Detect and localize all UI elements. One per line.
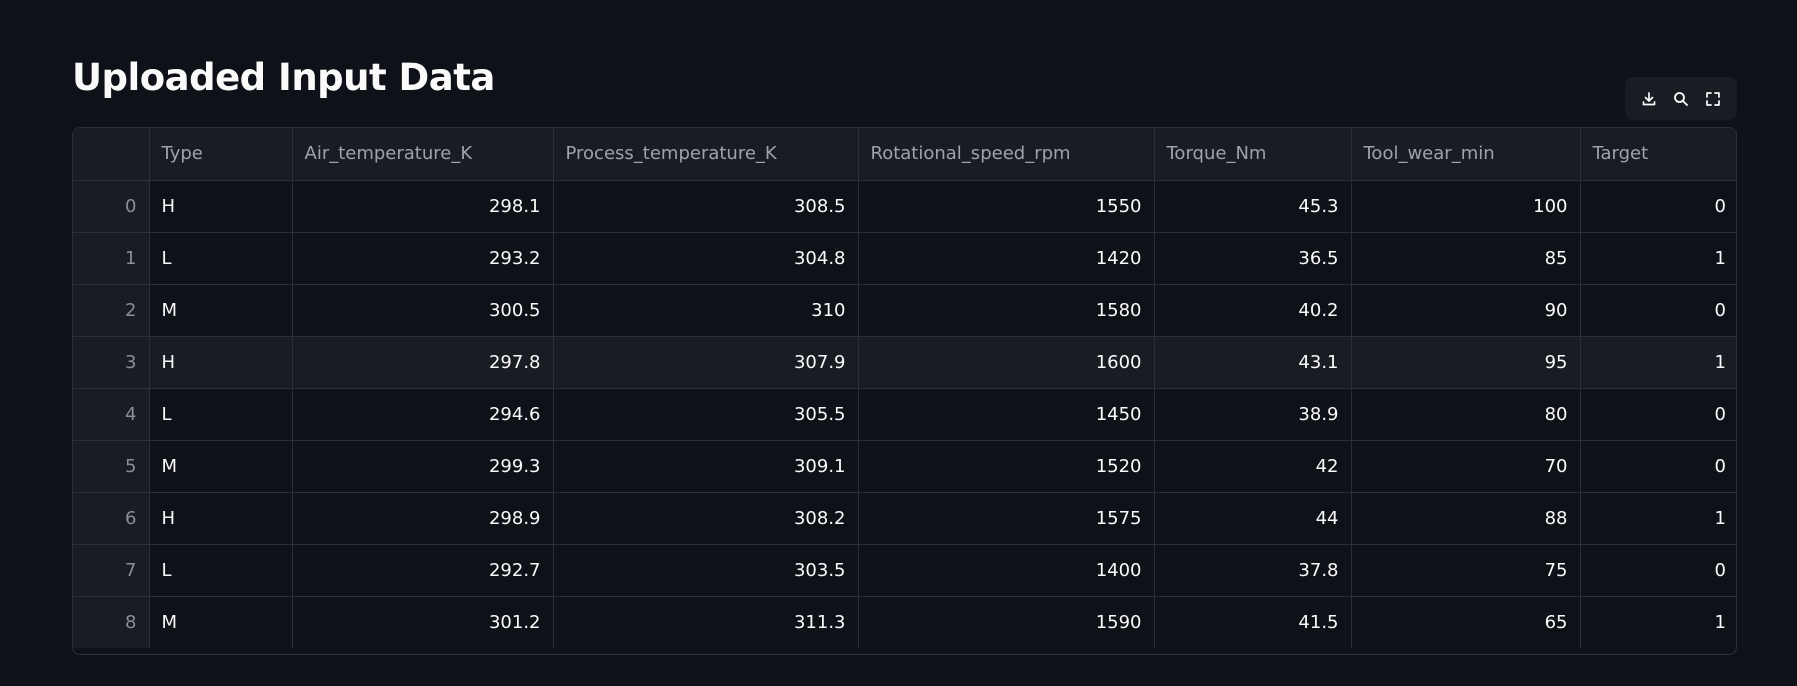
- cell-torque[interactable]: 42: [1154, 440, 1352, 493]
- column-header-type[interactable]: Type: [149, 128, 293, 181]
- fullscreen-button[interactable]: [1699, 85, 1727, 113]
- table-row[interactable]: 7 L 292.7 303.5 1400 37.8 75 0: [73, 544, 1736, 597]
- cell-torque[interactable]: 44: [1154, 492, 1352, 545]
- cell-air-temperature[interactable]: 297.8: [292, 336, 554, 389]
- cell-air-temperature[interactable]: 298.9: [292, 492, 554, 545]
- table-row[interactable]: 6 H 298.9 308.2 1575 44 88 1: [73, 492, 1736, 545]
- search-icon: [1674, 91, 1688, 106]
- cell-air-temperature[interactable]: 300.5: [292, 284, 554, 337]
- cell-rotational-speed[interactable]: 1575: [858, 492, 1155, 545]
- row-index: 2: [73, 284, 150, 337]
- cell-rotational-speed[interactable]: 1580: [858, 284, 1155, 337]
- cell-process-temperature[interactable]: 311.3: [553, 596, 859, 648]
- table-row[interactable]: 5 M 299.3 309.1 1520 42 70 0: [73, 440, 1736, 493]
- table-row[interactable]: 3 H 297.8 307.9 1600 43.1 95 1: [73, 336, 1736, 389]
- column-header-torque[interactable]: Torque_Nm: [1154, 128, 1352, 181]
- download-icon: [1642, 91, 1656, 105]
- row-index: 0: [73, 180, 150, 233]
- cell-rotational-speed[interactable]: 1450: [858, 388, 1155, 441]
- cell-process-temperature[interactable]: 304.8: [553, 232, 859, 285]
- column-header-tool-wear[interactable]: Tool_wear_min: [1351, 128, 1581, 181]
- cell-torque[interactable]: 38.9: [1154, 388, 1352, 441]
- cell-type[interactable]: H: [149, 492, 293, 545]
- table-row[interactable]: 4 L 294.6 305.5 1450 38.9 80 0: [73, 388, 1736, 441]
- cell-air-temperature[interactable]: 301.2: [292, 596, 554, 648]
- cell-type[interactable]: L: [149, 232, 293, 285]
- cell-process-temperature[interactable]: 307.9: [553, 336, 859, 389]
- cell-tool-wear[interactable]: 100: [1351, 180, 1581, 233]
- table-header-row: Type Air_temperature_K Process_temperatu…: [73, 128, 1736, 181]
- table-row[interactable]: 0 H 298.1 308.5 1550 45.3 100 0: [73, 180, 1736, 233]
- cell-tool-wear[interactable]: 80: [1351, 388, 1581, 441]
- row-index: 8: [73, 596, 150, 648]
- cell-torque[interactable]: 41.5: [1154, 596, 1352, 648]
- cell-air-temperature[interactable]: 293.2: [292, 232, 554, 285]
- cell-type[interactable]: M: [149, 284, 293, 337]
- cell-process-temperature[interactable]: 308.5: [553, 180, 859, 233]
- row-index: 7: [73, 544, 150, 597]
- column-header-rotational-speed[interactable]: Rotational_speed_rpm: [858, 128, 1155, 181]
- table-row[interactable]: 8 M 301.2 311.3 1590 41.5 65 1: [73, 596, 1736, 648]
- cell-type[interactable]: L: [149, 388, 293, 441]
- cell-air-temperature[interactable]: 298.1: [292, 180, 554, 233]
- cell-rotational-speed[interactable]: 1600: [858, 336, 1155, 389]
- cell-type[interactable]: M: [149, 596, 293, 648]
- cell-tool-wear[interactable]: 90: [1351, 284, 1581, 337]
- cell-target[interactable]: 0: [1580, 284, 1736, 337]
- cell-type[interactable]: L: [149, 544, 293, 597]
- cell-rotational-speed[interactable]: 1520: [858, 440, 1155, 493]
- table-row[interactable]: 1 L 293.2 304.8 1420 36.5 85 1: [73, 232, 1736, 285]
- row-index: 3: [73, 336, 150, 389]
- row-index: 1: [73, 232, 150, 285]
- cell-tool-wear[interactable]: 70: [1351, 440, 1581, 493]
- cell-type[interactable]: M: [149, 440, 293, 493]
- cell-torque[interactable]: 36.5: [1154, 232, 1352, 285]
- cell-type[interactable]: H: [149, 180, 293, 233]
- cell-rotational-speed[interactable]: 1550: [858, 180, 1155, 233]
- cell-tool-wear[interactable]: 65: [1351, 596, 1581, 648]
- cell-air-temperature[interactable]: 299.3: [292, 440, 554, 493]
- cell-torque[interactable]: 43.1: [1154, 336, 1352, 389]
- row-index: 6: [73, 492, 150, 545]
- column-header-target[interactable]: Target: [1580, 128, 1736, 181]
- cell-torque[interactable]: 45.3: [1154, 180, 1352, 233]
- cell-target[interactable]: 0: [1580, 440, 1736, 493]
- cell-process-temperature[interactable]: 303.5: [553, 544, 859, 597]
- column-header-process-temperature[interactable]: Process_temperature_K: [553, 128, 859, 181]
- cell-rotational-speed[interactable]: 1400: [858, 544, 1155, 597]
- download-button[interactable]: [1635, 85, 1663, 113]
- cell-target[interactable]: 1: [1580, 336, 1736, 389]
- cell-tool-wear[interactable]: 88: [1351, 492, 1581, 545]
- cell-target[interactable]: 0: [1580, 180, 1736, 233]
- cell-tool-wear[interactable]: 95: [1351, 336, 1581, 389]
- cell-rotational-speed[interactable]: 1420: [858, 232, 1155, 285]
- cell-rotational-speed[interactable]: 1590: [858, 596, 1155, 648]
- cell-process-temperature[interactable]: 305.5: [553, 388, 859, 441]
- cell-target[interactable]: 1: [1580, 492, 1736, 545]
- cell-process-temperature[interactable]: 310: [553, 284, 859, 337]
- dataframe-toolbar: [1625, 77, 1737, 120]
- data-table[interactable]: Type Air_temperature_K Process_temperatu…: [72, 127, 1737, 655]
- column-header-air-temperature[interactable]: Air_temperature_K: [292, 128, 554, 181]
- search-button[interactable]: [1667, 85, 1695, 113]
- cell-process-temperature[interactable]: 309.1: [553, 440, 859, 493]
- fullscreen-icon: [1706, 91, 1720, 106]
- row-index: 5: [73, 440, 150, 493]
- cell-tool-wear[interactable]: 85: [1351, 232, 1581, 285]
- row-index: 4: [73, 388, 150, 441]
- column-header-index: [73, 128, 150, 181]
- cell-air-temperature[interactable]: 294.6: [292, 388, 554, 441]
- cell-process-temperature[interactable]: 308.2: [553, 492, 859, 545]
- cell-target[interactable]: 1: [1580, 232, 1736, 285]
- cell-target[interactable]: 0: [1580, 544, 1736, 597]
- cell-torque[interactable]: 40.2: [1154, 284, 1352, 337]
- page-title: Uploaded Input Data: [72, 56, 495, 99]
- cell-target[interactable]: 0: [1580, 388, 1736, 441]
- cell-torque[interactable]: 37.8: [1154, 544, 1352, 597]
- cell-air-temperature[interactable]: 292.7: [292, 544, 554, 597]
- table-row[interactable]: 2 M 300.5 310 1580 40.2 90 0: [73, 284, 1736, 337]
- cell-type[interactable]: H: [149, 336, 293, 389]
- cell-tool-wear[interactable]: 75: [1351, 544, 1581, 597]
- cell-target[interactable]: 1: [1714, 611, 1726, 633]
